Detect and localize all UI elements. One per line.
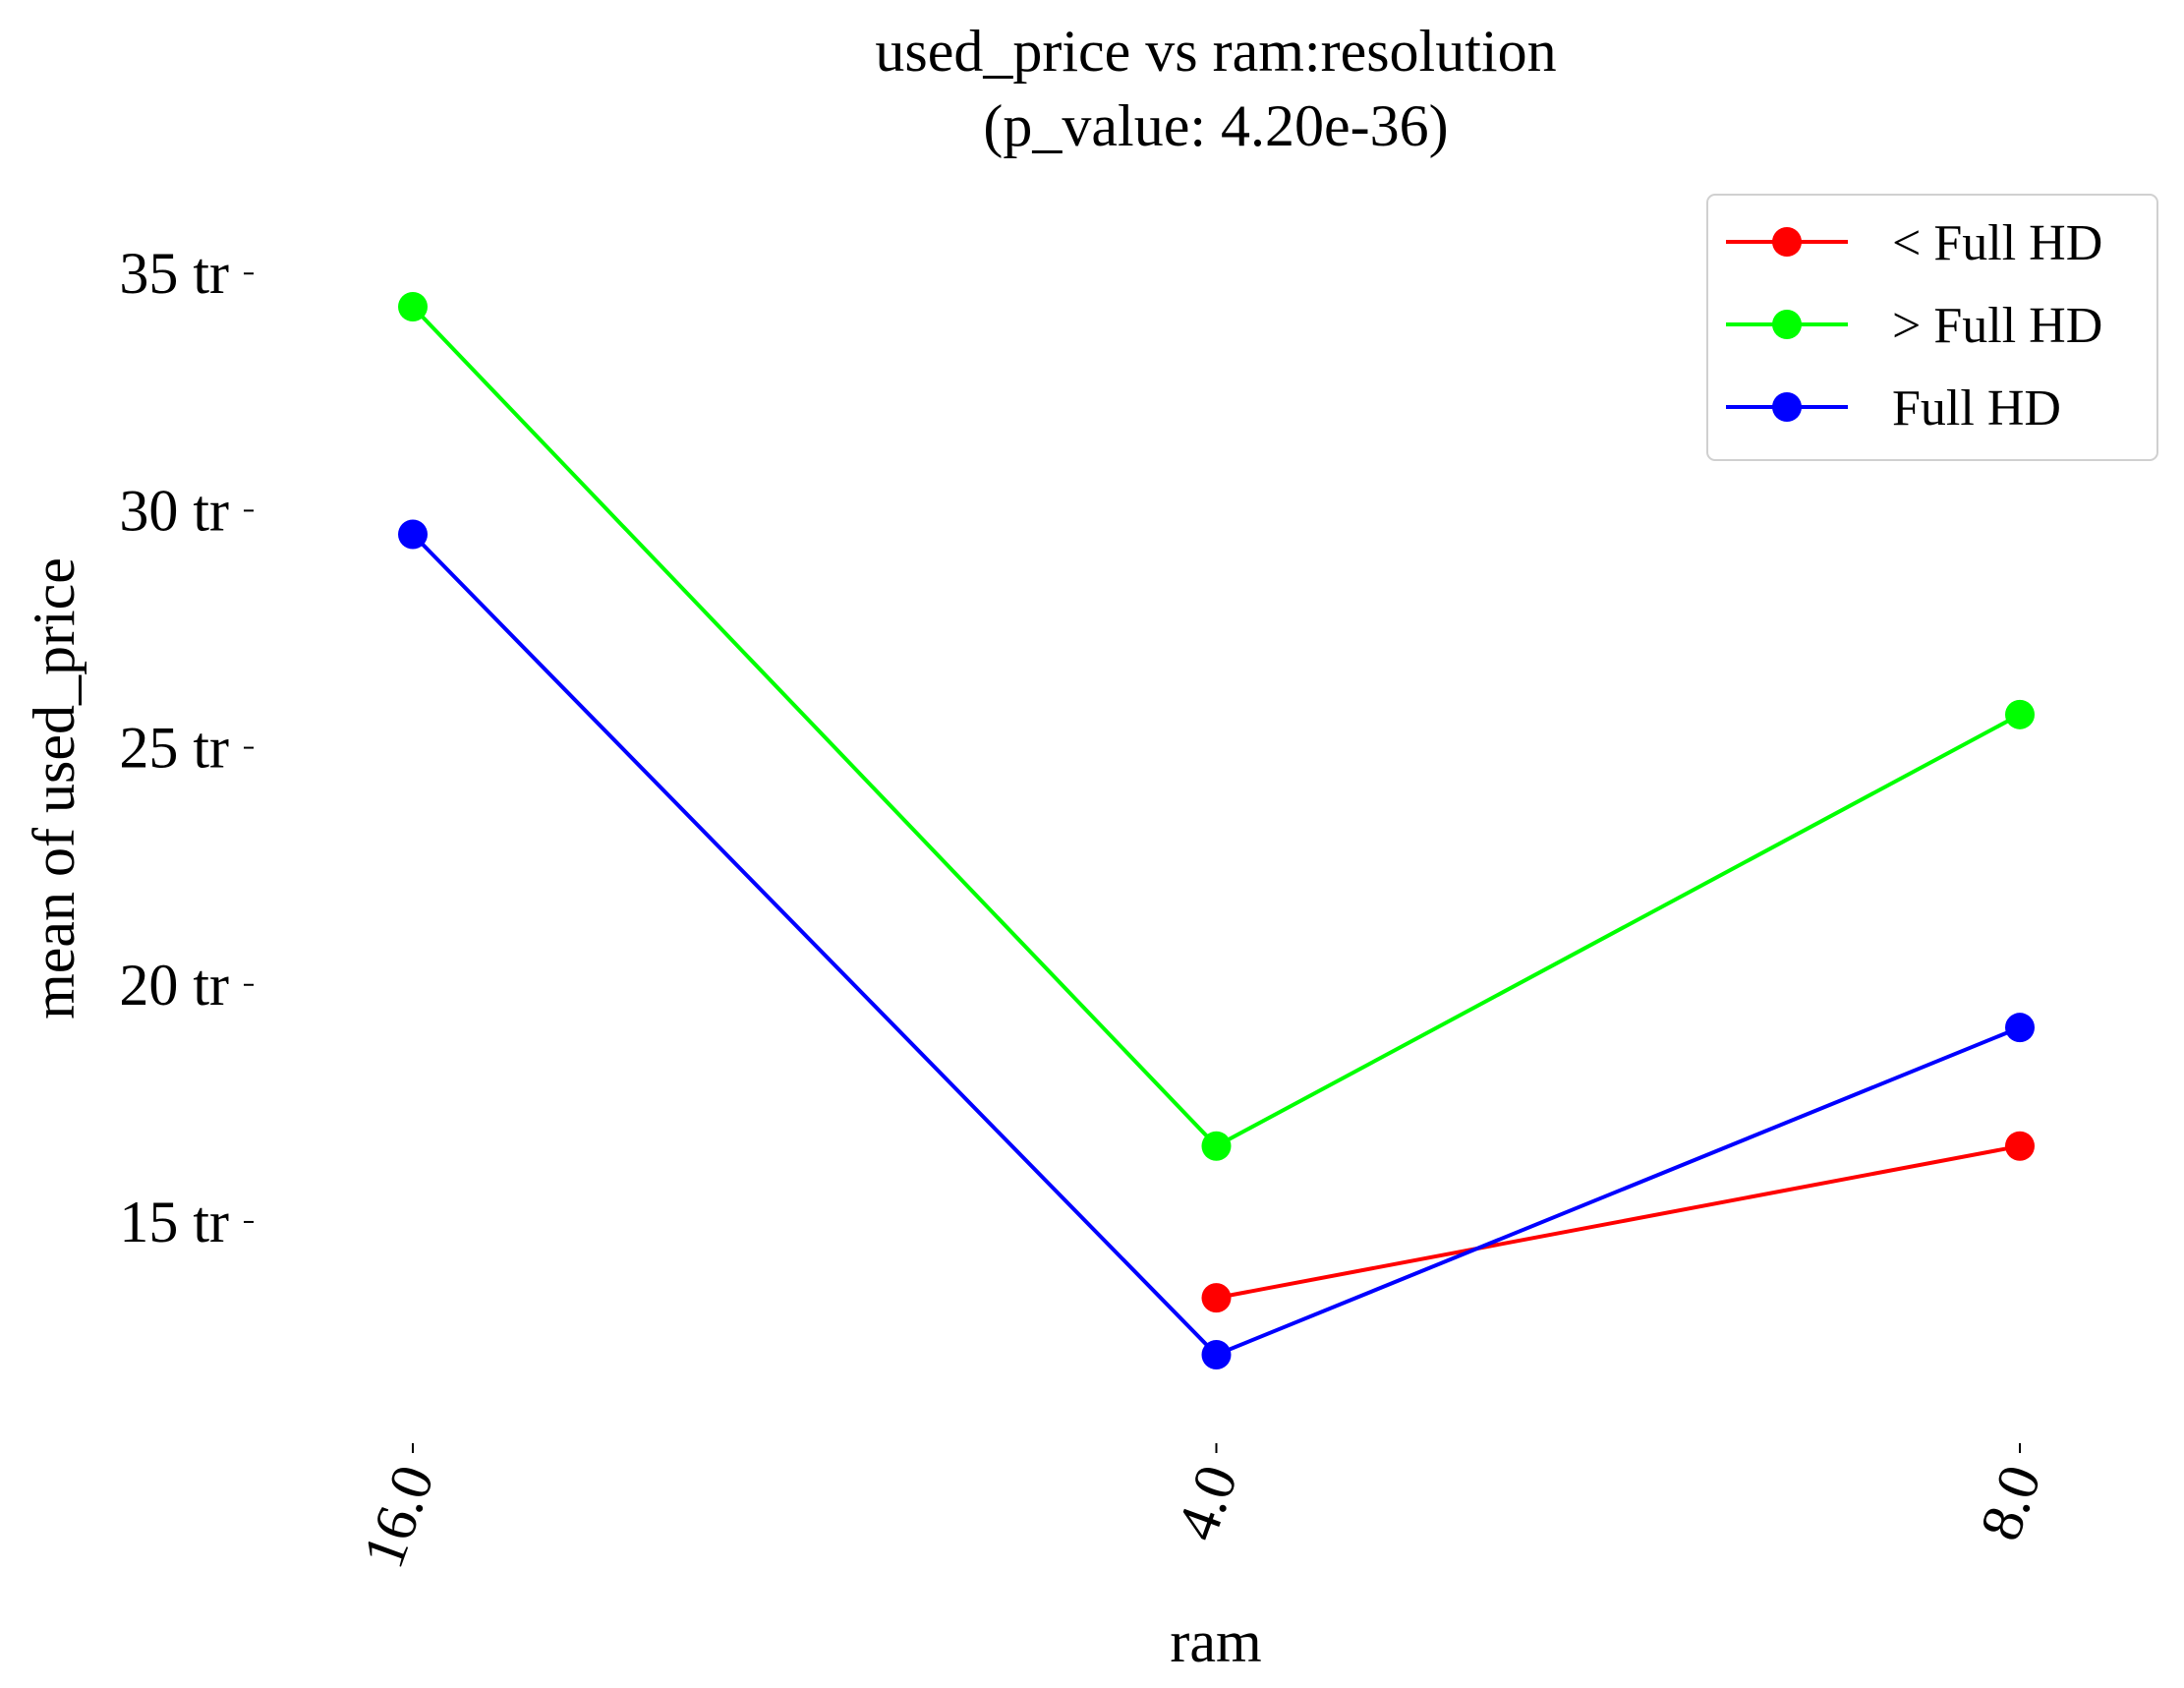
y-tick-label: 15 tr bbox=[119, 1190, 229, 1254]
x-axis: 16.0 4.0 8.0 bbox=[350, 1443, 2053, 1576]
y-tick-label: 35 tr bbox=[119, 241, 229, 306]
legend-marker bbox=[1772, 392, 1802, 422]
data-point bbox=[2005, 1013, 2035, 1043]
x-tick-label: 4.0 bbox=[1164, 1457, 1250, 1548]
data-point bbox=[2005, 1131, 2035, 1161]
y-tick-label: 20 tr bbox=[119, 953, 229, 1018]
data-point bbox=[2005, 699, 2035, 729]
data-point bbox=[398, 292, 428, 321]
data-point bbox=[1201, 1283, 1232, 1313]
legend-label: Full HD bbox=[1892, 380, 2061, 437]
chart-title: used_price vs ram:resolution bbox=[875, 19, 1556, 84]
data-point bbox=[1201, 1340, 1232, 1369]
y-axis: 15 tr 20 tr 25 tr 30 tr 35 tr bbox=[119, 241, 254, 1254]
legend-marker bbox=[1772, 227, 1802, 257]
series-line bbox=[411, 533, 2021, 1358]
legend-box bbox=[1706, 194, 2158, 461]
y-tick-label: 25 tr bbox=[119, 716, 229, 781]
data-point bbox=[398, 519, 428, 550]
series-line bbox=[1216, 1143, 2021, 1301]
series-layer bbox=[398, 292, 2035, 1369]
legend-label: > Full HD bbox=[1892, 298, 2102, 354]
x-tick-label: 16.0 bbox=[350, 1457, 446, 1576]
legend-marker bbox=[1772, 310, 1802, 339]
x-axis-label: ram bbox=[1170, 1609, 1261, 1674]
legend-label: < Full HD bbox=[1892, 215, 2102, 271]
y-tick-label: 30 tr bbox=[119, 478, 229, 543]
y-axis-label: mean of used_price bbox=[22, 557, 86, 1019]
chart-subtitle: (p_value: 4.20e-36) bbox=[983, 93, 1448, 158]
x-tick-label: 8.0 bbox=[1968, 1457, 2054, 1548]
data-point bbox=[1201, 1131, 1232, 1161]
legend: < Full HD > Full HD Full HD bbox=[1706, 194, 2158, 461]
